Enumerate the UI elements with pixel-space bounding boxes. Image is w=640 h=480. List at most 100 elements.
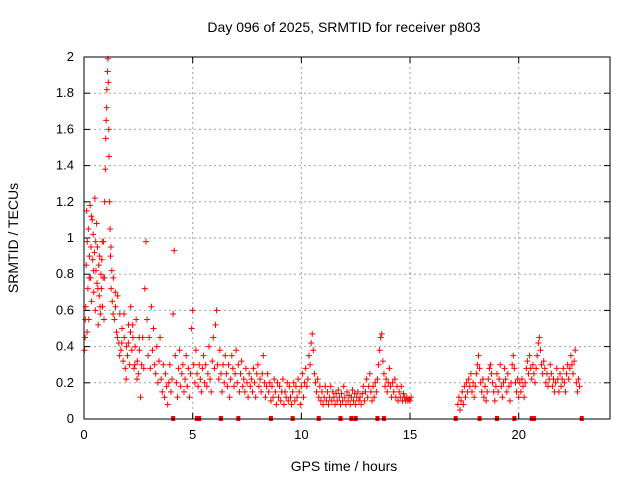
data-point xyxy=(170,311,177,318)
data-point xyxy=(370,383,377,390)
data-point xyxy=(313,388,320,395)
data-point xyxy=(497,361,504,368)
data-point xyxy=(246,370,253,377)
data-point xyxy=(221,379,228,386)
data-point xyxy=(118,339,125,346)
data-point xyxy=(120,311,127,318)
data-point xyxy=(124,352,131,359)
data-point xyxy=(159,388,166,395)
data-point xyxy=(183,352,190,359)
data-point xyxy=(338,390,345,397)
data-point xyxy=(264,370,271,377)
data-point xyxy=(134,376,141,383)
data-point xyxy=(561,379,568,386)
data-point xyxy=(288,401,295,408)
data-point xyxy=(510,352,517,359)
data-point xyxy=(173,379,180,386)
x-tick-label: 0 xyxy=(80,427,87,442)
data-point xyxy=(459,388,466,395)
data-point xyxy=(165,379,172,386)
data-point xyxy=(540,358,547,365)
data-point xyxy=(189,307,196,314)
data-point xyxy=(373,388,380,395)
data-point xyxy=(294,394,301,401)
data-point xyxy=(287,394,294,401)
data-point xyxy=(282,388,289,395)
data-point xyxy=(103,86,110,93)
data-point xyxy=(114,334,121,341)
data-point xyxy=(209,358,216,365)
data-point xyxy=(150,325,157,332)
y-tick-label: 0.2 xyxy=(56,375,74,390)
data-point xyxy=(262,394,269,401)
data-point xyxy=(226,394,233,401)
data-point xyxy=(119,325,126,332)
data-point xyxy=(142,238,149,245)
data-point xyxy=(122,365,129,372)
data-point xyxy=(229,365,236,372)
data-point xyxy=(112,289,119,296)
data-point xyxy=(234,379,241,386)
data-point xyxy=(542,379,549,386)
data-point xyxy=(477,379,484,386)
data-point xyxy=(116,352,123,359)
data-point xyxy=(154,379,161,386)
data-point xyxy=(317,397,324,404)
data-point xyxy=(94,285,101,292)
data-point xyxy=(187,370,194,377)
data-point xyxy=(479,376,486,383)
data-point xyxy=(222,352,229,359)
data-point xyxy=(563,370,570,377)
data-point xyxy=(521,394,528,401)
x-axis-title: GPS time / hours xyxy=(291,458,398,474)
data-point xyxy=(242,365,249,372)
data-point xyxy=(341,394,348,401)
data-point xyxy=(487,361,494,368)
data-point xyxy=(117,347,124,354)
data-point xyxy=(174,394,181,401)
data-point xyxy=(230,383,237,390)
data-point xyxy=(236,388,243,395)
data-point xyxy=(362,388,369,395)
data-point xyxy=(337,401,344,408)
data-point xyxy=(535,339,542,346)
data-point xyxy=(128,347,135,354)
data-point xyxy=(553,365,560,372)
data-point xyxy=(94,244,101,251)
data-point xyxy=(252,394,259,401)
data-point xyxy=(507,397,514,404)
data-point xyxy=(89,256,96,263)
data-point xyxy=(169,376,176,383)
data-point xyxy=(127,303,134,310)
data-point xyxy=(244,379,251,386)
data-point xyxy=(311,370,318,377)
data-point xyxy=(275,394,282,401)
data-point xyxy=(472,383,479,390)
data-point xyxy=(253,370,260,377)
data-point xyxy=(194,370,201,377)
data-point xyxy=(138,361,145,368)
data-point xyxy=(323,397,330,404)
data-point xyxy=(470,379,477,386)
data-point xyxy=(376,347,383,354)
data-point xyxy=(485,376,492,383)
data-point xyxy=(339,397,346,404)
data-point xyxy=(500,379,507,386)
data-point xyxy=(182,376,189,383)
data-point xyxy=(466,383,473,390)
data-point xyxy=(308,339,315,346)
data-point xyxy=(309,330,316,337)
data-point xyxy=(493,370,500,377)
data-point xyxy=(157,334,164,341)
y-axis-title: SRMTID / TECUs xyxy=(5,183,21,293)
data-point xyxy=(292,383,299,390)
data-point xyxy=(357,394,364,401)
data-point xyxy=(123,376,130,383)
data-point xyxy=(204,370,211,377)
data-point xyxy=(526,352,533,359)
data-point xyxy=(557,370,564,377)
data-point xyxy=(179,361,186,368)
data-point xyxy=(355,397,362,404)
data-point xyxy=(552,379,559,386)
data-point xyxy=(137,394,144,401)
